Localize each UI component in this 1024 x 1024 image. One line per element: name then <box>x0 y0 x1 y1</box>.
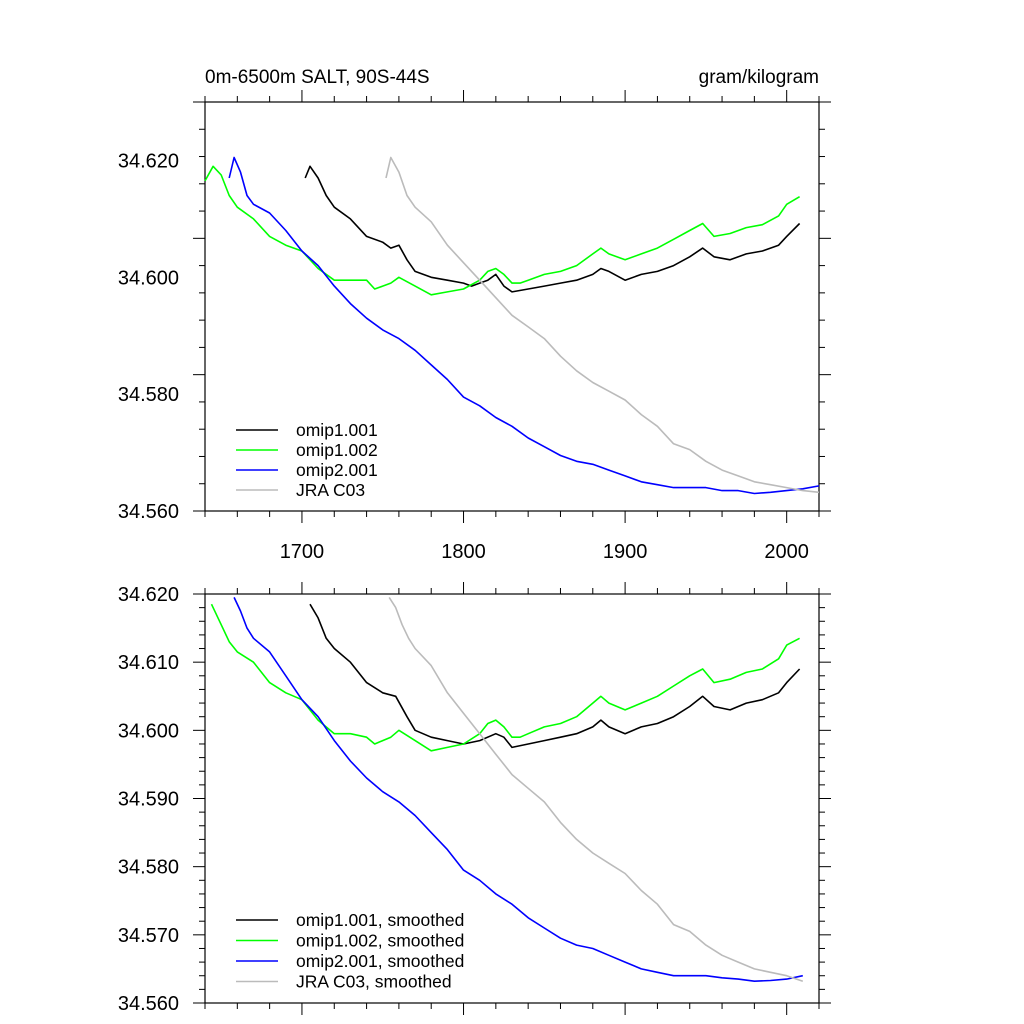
legend-label: omip2.001, smoothed <box>296 951 464 971</box>
x-tick-label: 1800 <box>441 541 486 563</box>
series-line-omip2-001-smoothed <box>233 597 803 983</box>
series-line-jra-c03-smoothed <box>388 596 804 982</box>
y-tick-label: 34.610 <box>118 652 179 674</box>
series-line-omip1-002 <box>204 165 801 296</box>
x-tick-label: 2000 <box>764 541 809 563</box>
panel-2 <box>193 582 831 1015</box>
y-tick-label: 34.620 <box>118 150 179 172</box>
legend-label: JRA C03 <box>296 480 365 500</box>
series-line-omip1-001 <box>304 165 801 293</box>
legend-label: omip1.001, smoothed <box>296 910 464 930</box>
y-tick-label: 34.560 <box>118 501 179 523</box>
x-tick-label: 1700 <box>280 541 325 563</box>
y-tick-label: 34.600 <box>118 267 179 289</box>
y-tick-label: 34.570 <box>118 925 179 947</box>
units-label: gram/kilogram <box>699 67 819 88</box>
legend-label: omip1.002 <box>296 440 378 460</box>
y-tick-label: 34.580 <box>118 857 179 879</box>
legend-label: omip2.001 <box>296 460 378 480</box>
x-tick-label: 1900 <box>603 541 648 563</box>
y-tick-label: 34.620 <box>118 584 179 606</box>
y-tick-label: 34.580 <box>118 384 179 406</box>
chart-title: 0m-6500m SALT, 90S-44S <box>205 67 430 88</box>
legend-label: omip1.002, smoothed <box>296 931 464 951</box>
y-tick-label: 34.600 <box>118 720 179 742</box>
y-tick-label: 34.560 <box>118 993 179 1015</box>
plot-frame <box>204 101 820 512</box>
series-line-omip1-002-smoothed <box>210 603 800 752</box>
series-line-omip2-001 <box>228 156 820 495</box>
series-line-jra-c03 <box>385 156 820 494</box>
y-tick-label: 34.590 <box>118 789 179 811</box>
series-line-omip1-001-smoothed <box>309 603 801 749</box>
legend-label: JRA C03, smoothed <box>296 972 452 992</box>
legend-label: omip1.001 <box>296 420 378 440</box>
panel-1 <box>193 90 831 523</box>
